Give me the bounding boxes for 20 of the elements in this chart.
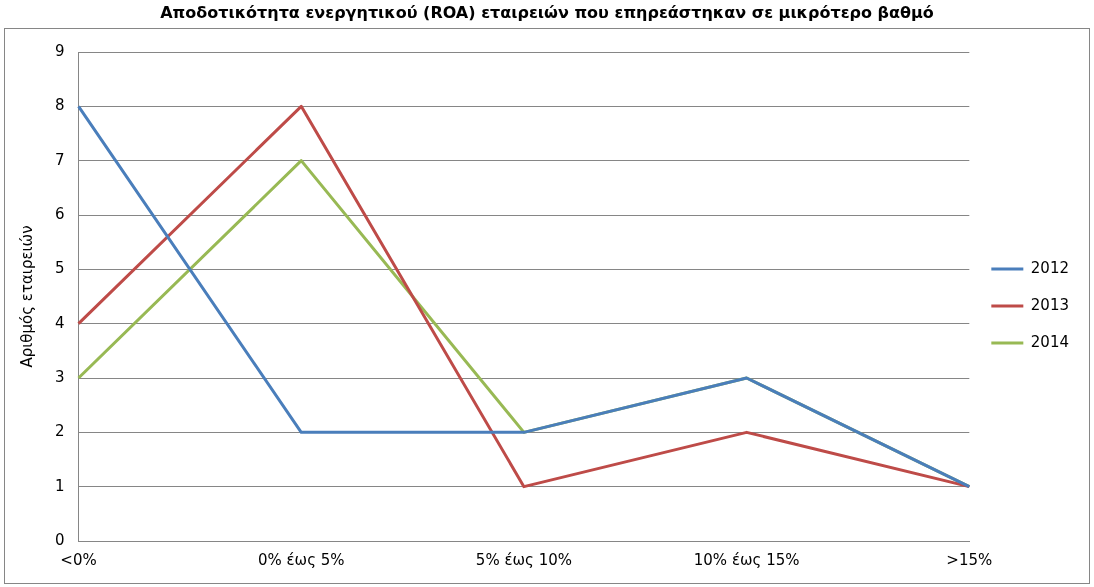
legend-label: 2013: [1030, 295, 1070, 314]
y-tick-label: 1: [55, 476, 65, 495]
y-axis-title: Αριθμός εταιρειών: [17, 225, 36, 368]
x-tick-label: 5% έως 10%: [475, 550, 573, 569]
y-tick-label: 2: [55, 422, 65, 441]
legend-label: 2014: [1030, 332, 1070, 351]
y-tick-label: 4: [55, 313, 65, 332]
y-tick-label: 7: [55, 150, 65, 169]
y-tick-label: 8: [55, 96, 65, 115]
y-tick-label: 9: [55, 41, 65, 60]
chart-title: Αποδοτικότητα ενεργητικού (ROA) εταιρειών που επηρεάστηκαν σε μικρότερο βαθμό: [159, 2, 935, 24]
legend-label: 2012: [1030, 258, 1070, 277]
y-tick-label: 3: [55, 367, 65, 386]
y-tick-label: 6: [55, 204, 65, 223]
x-tick-label: <0%: [60, 550, 97, 569]
x-tick-label: 0% έως 5%: [257, 550, 345, 569]
y-tick-label: 5: [55, 259, 65, 278]
x-tick-label: 10% έως 15%: [693, 550, 800, 569]
y-tick-label: 0: [55, 530, 65, 549]
x-tick-label: >15%: [946, 550, 993, 569]
